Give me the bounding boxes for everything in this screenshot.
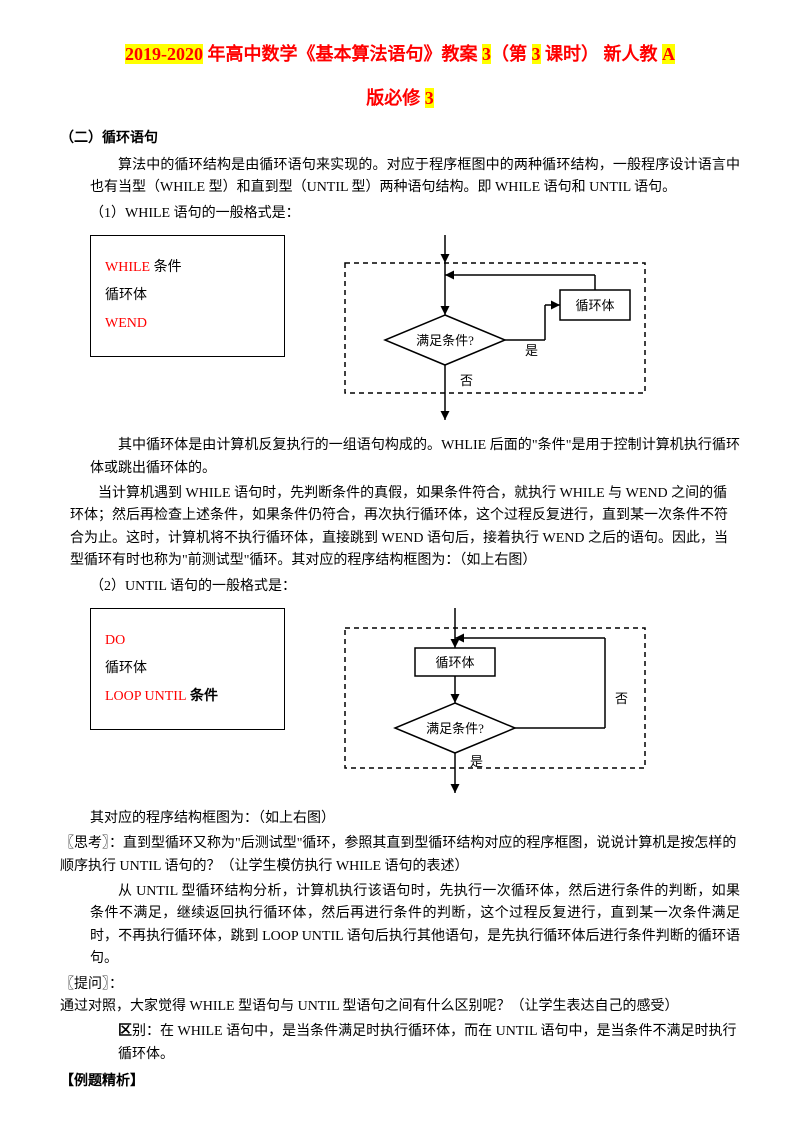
until-cond: 条件 <box>187 689 219 704</box>
while-explain1: 其中循环体是由计算机反复执行的一组语句构成的。WHLIE 后面的"条件"是用于控… <box>90 435 740 480</box>
until-code-line3: LOOP UNTIL 条件 <box>105 683 270 711</box>
title-paren: （第 <box>491 44 532 64</box>
until-flowchart: 循环体 满足条件? 否 是 <box>325 608 655 798</box>
document-subtitle: 版必修 3 <box>60 84 740 113</box>
diff-text: 别：在 WHILE 语句中，是当条件满足时执行循环体，而在 UNTIL 语句中，… <box>118 1024 737 1061</box>
fc1-yes-text: 是 <box>525 343 538 358</box>
while-keyword: WHILE <box>105 260 150 275</box>
fc2-condition-text: 满足条件? <box>426 721 484 736</box>
think-text1: 直到型循环又称为"后测试型"循环，参照其直到型循环结构对应的程序框图，说说计算机… <box>60 836 736 873</box>
title-year: 2019-2020 <box>125 44 203 64</box>
title-num2: 3 <box>532 44 541 64</box>
while-flowchart: 满足条件? 是 循环体 否 <box>325 235 655 425</box>
until-diagram-row: DO 循环体 LOOP UNTIL 条件 循环体 满足条件? <box>90 608 740 798</box>
title-after: 课时） 新人教 <box>541 44 663 64</box>
fc1-loopbody-text: 循环体 <box>575 298 614 313</box>
while-format-label: （1）WHILE 语句的一般格式是： <box>90 203 740 225</box>
title2-num: 3 <box>425 88 434 108</box>
examples-heading: 【例题精析】 <box>60 1071 740 1093</box>
while-code-line3: WEND <box>105 310 270 338</box>
title-mid: 年高中数学《基本算法语句》教案 <box>203 44 482 64</box>
diff-block: 区别：在 WHILE 语句中，是当条件满足时执行循环体，而在 UNTIL 语句中… <box>118 1021 740 1066</box>
fc2-yes-text: 是 <box>470 754 483 769</box>
while-explain2: 当计算机遇到 WHILE 语句时，先判断条件的真假，如果条件符合，就执行 WHI… <box>70 483 740 573</box>
fc2-loopbody-text: 循环体 <box>435 655 474 670</box>
while-code-box: WHILE 条件 循环体 WEND <box>90 235 285 357</box>
until-code-line2: 循环体 <box>105 655 270 683</box>
think-text2: 从 UNTIL 型循环结构分析，计算机执行该语句时，先执行一次循环体，然后进行条… <box>90 881 740 971</box>
document-title: 2019-2020 年高中数学《基本算法语句》教案 3（第 3 课时） 新人教 … <box>60 40 740 69</box>
think-block: 〖思考〗：直到型循环又称为"后测试型"循环，参照其直到型循环结构对应的程序框图，… <box>60 833 740 878</box>
until-caption: 其对应的程序结构框图为：（如上右图） <box>90 808 740 830</box>
question-label-text: 〖提问〗： <box>60 977 123 992</box>
while-code-line1: WHILE 条件 <box>105 254 270 282</box>
fc2-no-text: 否 <box>615 691 628 706</box>
title-A: A <box>662 44 675 64</box>
until-format-label: （2）UNTIL 语句的一般格式是： <box>90 576 740 598</box>
while-cond: 条件 <box>150 260 182 275</box>
until-keyword: LOOP UNTIL <box>105 689 187 704</box>
title-num1: 3 <box>482 44 491 64</box>
until-code-line1: DO <box>105 627 270 655</box>
question-block: 〖提问〗： 通过对照，大家觉得 WHILE 型语句与 UNTIL 型语句之间有什么… <box>60 974 740 1019</box>
while-flowchart-svg: 满足条件? 是 循环体 否 <box>325 235 655 425</box>
think-label-text: 〖思考〗： <box>60 836 123 851</box>
until-code-box: DO 循环体 LOOP UNTIL 条件 <box>90 608 285 730</box>
while-diagram-row: WHILE 条件 循环体 WEND 满足条件? 是 <box>90 235 740 425</box>
fc1-condition-text: 满足条件? <box>416 333 474 348</box>
fc1-no-text: 否 <box>460 373 473 388</box>
until-flowchart-svg: 循环体 满足条件? 否 是 <box>325 608 655 798</box>
question-text1: 通过对照，大家觉得 WHILE 型语句与 UNTIL 型语句之间有什么区别呢？（… <box>60 999 679 1014</box>
diff-label: 区 <box>118 1024 132 1039</box>
intro-paragraph: 算法中的循环结构是由循环语句来实现的。对应于程序框图中的两种循环结构，一般程序设… <box>90 155 740 200</box>
while-code-line2: 循环体 <box>105 282 270 310</box>
section-heading: （二）循环语句 <box>60 128 740 150</box>
title2-pre: 版必修 <box>366 88 425 108</box>
